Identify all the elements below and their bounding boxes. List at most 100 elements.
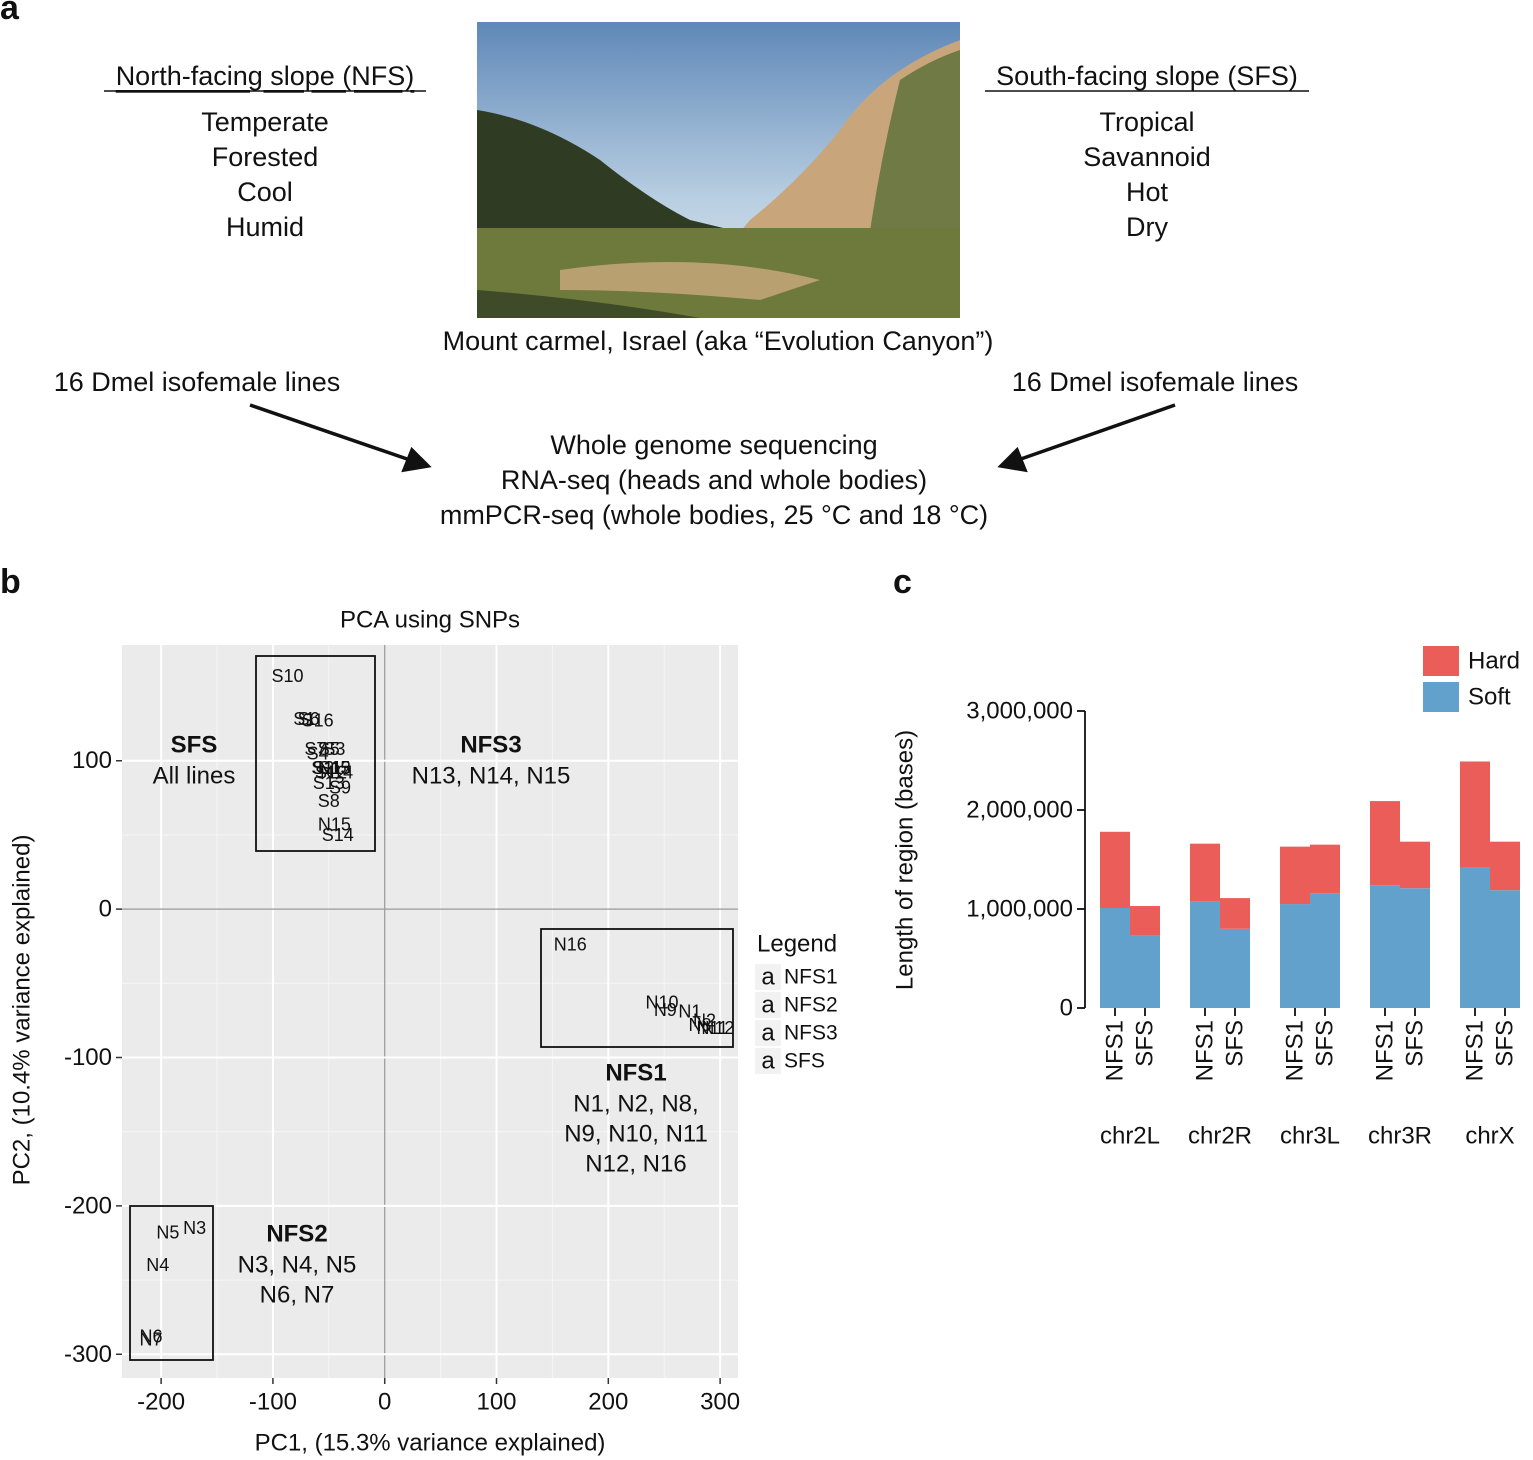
point-label: S8 bbox=[318, 791, 340, 811]
bar-segment bbox=[1400, 841, 1430, 889]
group-label: chr3L bbox=[1280, 1123, 1340, 1150]
trait: Humid bbox=[226, 212, 304, 242]
bar-segment bbox=[1370, 801, 1400, 886]
group-label: chr2R bbox=[1188, 1123, 1252, 1150]
point-label: N14 bbox=[320, 763, 353, 783]
x-tick-label: 200 bbox=[588, 1389, 628, 1416]
point-label: S12 bbox=[315, 763, 347, 783]
point-label: S1 bbox=[293, 709, 315, 729]
legend-title: Legend bbox=[757, 931, 837, 958]
group-box bbox=[255, 655, 376, 852]
legend-key-bg bbox=[755, 964, 781, 990]
point-label: S2 bbox=[312, 758, 334, 778]
trait: Forested bbox=[212, 142, 319, 172]
point-label: N9 bbox=[654, 1000, 677, 1020]
arrows bbox=[249, 403, 1176, 473]
bar-segment bbox=[1190, 901, 1220, 1008]
point-label: S10 bbox=[271, 666, 303, 686]
bar-segment bbox=[1130, 906, 1160, 936]
group-label: chrX bbox=[1465, 1123, 1514, 1150]
group-members: N1, N2, N8, bbox=[573, 1091, 698, 1118]
point-label: S5 bbox=[318, 739, 340, 759]
trait: Tropical bbox=[1099, 107, 1194, 137]
bar-segment bbox=[1220, 898, 1250, 929]
group-title: NFS1 bbox=[605, 1060, 666, 1087]
y-tick-label: 1,000,000 bbox=[966, 896, 1073, 923]
y-axis-title: Length of region (bases) bbox=[892, 730, 919, 990]
lines-label: 16 Dmel isofemale lines bbox=[1012, 367, 1299, 397]
y-tick-label: 0 bbox=[99, 896, 112, 923]
point-label: S4 bbox=[307, 743, 329, 763]
bar-segment bbox=[1220, 928, 1250, 1008]
point-label: S11 bbox=[311, 758, 342, 778]
trait: Hot bbox=[1126, 177, 1169, 207]
traits: Temperate Forested Cool Humid Tropical Savann… bbox=[201, 107, 1211, 242]
pca-chart: -200 -100 0 100 200 300 -300 -200 -100 0 100 PCA us… bbox=[9, 607, 838, 1457]
legend-swatch bbox=[1423, 682, 1459, 712]
group-title: NFS3 bbox=[460, 732, 521, 759]
bar-segment bbox=[1370, 885, 1400, 1008]
x-tick-label: SFS bbox=[1402, 1020, 1429, 1067]
bar-segment bbox=[1100, 831, 1130, 909]
chart-title: PCA using SNPs bbox=[340, 607, 520, 634]
x-axis-title: PC1, (15.3% variance explained) bbox=[255, 1430, 606, 1457]
point-label: N7 bbox=[140, 1329, 163, 1349]
point-label: N15 bbox=[318, 815, 351, 835]
bar-chart: 0 1,000,000 2,000,000 3,000,000 Length of re… bbox=[892, 646, 1520, 1150]
legend-key-bg bbox=[755, 1048, 781, 1074]
group-members: N12, N16 bbox=[585, 1151, 686, 1178]
group-label: chr2L bbox=[1100, 1123, 1160, 1150]
point-label: N10 bbox=[645, 993, 678, 1013]
bar-segment bbox=[1310, 893, 1340, 1008]
point-label: S16 bbox=[302, 711, 334, 731]
x-tick-label: SFS bbox=[1222, 1020, 1249, 1067]
group-members: N6, N7 bbox=[260, 1282, 335, 1309]
trait: Savannoid bbox=[1083, 142, 1211, 172]
point-label: N12 bbox=[701, 1018, 734, 1038]
point-label: N16 bbox=[554, 935, 587, 955]
y-tick-label: -300 bbox=[64, 1341, 112, 1368]
point-label: N2 bbox=[693, 1010, 716, 1030]
plot-background bbox=[122, 645, 738, 1378]
legend-label: NFS1 bbox=[784, 966, 838, 989]
bar-segment bbox=[1490, 890, 1520, 1008]
method: RNA-seq (heads and whole bodies) bbox=[501, 465, 927, 495]
x-tick-label: NFS1 bbox=[1282, 1020, 1309, 1081]
legend-key: a bbox=[761, 1020, 775, 1047]
legend-key: a bbox=[761, 992, 775, 1019]
point-label: N11 bbox=[696, 1018, 728, 1038]
photo-caption: Mount carmel, Israel (aka “Evolution Can… bbox=[443, 326, 994, 356]
bar-segment bbox=[1460, 761, 1490, 868]
method: mmPCR-seq (whole bodies, 25 °C and 18 °C… bbox=[440, 500, 988, 530]
x-tick-label: SFS bbox=[1132, 1020, 1159, 1067]
bar-segment bbox=[1190, 843, 1220, 902]
y-tick-label: 100 bbox=[72, 747, 112, 774]
photo bbox=[477, 22, 960, 318]
bar-segment bbox=[1490, 841, 1520, 891]
x-tick-label: NFS1 bbox=[1462, 1020, 1489, 1081]
group-members: N3, N4, N5 bbox=[238, 1252, 357, 1279]
panel-letter: c bbox=[893, 563, 912, 601]
group-title: SFS bbox=[171, 732, 218, 759]
methods: Whole genome sequencing RNA-seq (heads an… bbox=[440, 430, 988, 530]
x-tick-label: NFS1 bbox=[1102, 1020, 1129, 1081]
legend-label: Soft bbox=[1468, 684, 1511, 711]
x-tick-label: SFS bbox=[1492, 1020, 1519, 1067]
point-label: N3 bbox=[183, 1218, 206, 1238]
point-label: S3 bbox=[323, 739, 345, 759]
y-tick-label: 2,000,000 bbox=[966, 797, 1073, 824]
point-label: S6 bbox=[298, 709, 320, 729]
lines-label: 16 Dmel isofemale lines bbox=[54, 367, 341, 397]
group-box bbox=[540, 928, 734, 1048]
point-label: S9 bbox=[329, 777, 351, 797]
panel-letter: b bbox=[0, 563, 21, 601]
point-label: S14 bbox=[322, 825, 354, 845]
bar-segment bbox=[1400, 888, 1430, 1008]
point-label: N13 bbox=[318, 758, 351, 778]
point-label: N1 bbox=[678, 1002, 701, 1022]
bar-segment bbox=[1460, 867, 1490, 1008]
x-tick-label: -200 bbox=[137, 1389, 185, 1416]
x-tick-label: -100 bbox=[249, 1389, 297, 1416]
trait: Cool bbox=[237, 177, 293, 207]
